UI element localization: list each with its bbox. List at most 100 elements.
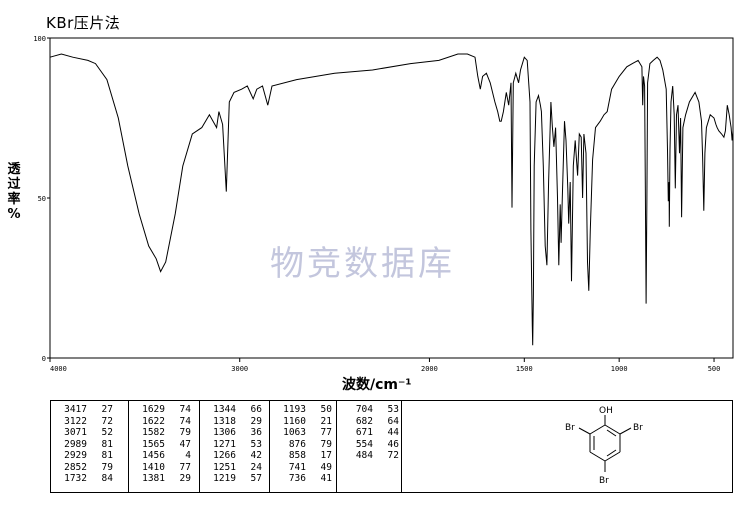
table-row: 1582 79 [129,427,199,439]
transmittance-cell: 79 [101,461,113,473]
x-tick-label: 3000 [231,365,248,373]
y-tick-label: 0 [42,355,46,363]
peak-table: 3417 27 3122 72 3071 52 2989 81 2929 81 2852 79 1732… [50,400,733,493]
transmittance-cell: 49 [320,461,332,473]
br-label-left: Br [565,423,575,433]
peak-column: 1629 74 1622 74 1582 79 1565 47 1456 4 1410 77 1381 2… [129,401,200,492]
transmittance-cell: 36 [250,427,262,438]
table-row: 876 79 [270,439,336,451]
peak-column: 1193 50 1160 21 1063 77 876 79 858 17 741 49 736 41 [270,401,337,492]
table-row: 2852 79 [51,462,128,474]
table-row: 1160 21 [270,416,336,428]
wavenumber-cell: 736 [288,473,306,484]
wavenumber-cell: 2989 [64,438,87,450]
table-row: 3122 72 [51,416,128,428]
transmittance-cell: 29 [250,415,262,427]
wavenumber-cell: 1160 [283,415,306,427]
wavenumber-cell: 484 [355,450,373,461]
wavenumber-cell: 1063 [283,427,306,438]
transmittance-cell: 21 [320,415,332,427]
table-row: 1306 36 [200,427,269,439]
table-row: 1622 74 [129,416,199,428]
transmittance-cell: 81 [101,438,113,450]
transmittance-cell: 77 [179,461,191,473]
peak-column: 704 53 682 64 671 44 554 46 484 72 [337,401,402,492]
br-label-right: Br [633,423,643,433]
table-row: 682 64 [337,416,401,428]
peak-column: 3417 27 3122 72 3071 52 2989 81 2929 81 2852 79 1732… [51,401,129,492]
x-axis-label: 波数/cm⁻¹ [342,377,412,393]
transmittance-cell: 53 [387,404,399,415]
x-tick-label: 4000 [50,365,67,373]
wavenumber-cell: 1629 [142,404,165,415]
transmittance-cell: 29 [179,473,191,484]
y-axis-ticks: 100 50 0 [33,35,50,363]
x-axis-ticks: 4000 3000 2000 1500 1000 500 [49,358,720,373]
transmittance-cell: 53 [250,438,262,450]
transmittance-cell: 27 [101,404,113,415]
wavenumber-cell: 1582 [142,427,165,438]
table-row: 1565 47 [129,439,199,451]
transmittance-cell: 41 [320,473,332,484]
transmittance-cell: 74 [179,415,191,427]
oh-label: OH [599,406,613,416]
transmittance-cell: 17 [320,450,332,461]
benzene-ring [578,415,632,472]
x-tick-label: 1000 [611,365,628,373]
transmittance-cell: 81 [101,450,113,461]
transmittance-cell: 4 [185,450,191,461]
table-row: 3071 52 [51,427,128,439]
transmittance-cell: 66 [250,404,262,415]
peak-column: 1344 66 1318 29 1306 36 1271 53 1266 42 1251 24 1219… [200,401,270,492]
x-tick-label: 2000 [421,365,438,373]
wavenumber-cell: 2929 [64,450,87,461]
transmittance-cell: 50 [320,404,332,415]
transmittance-cell: 57 [250,473,262,484]
table-row: 554 46 [337,439,401,451]
transmittance-cell: 42 [250,450,262,461]
plot-frame [49,37,734,359]
table-row: 741 49 [270,462,336,474]
wavenumber-cell: 682 [355,415,373,427]
transmittance-cell: 79 [179,427,191,438]
table-row: 1629 74 [129,404,199,416]
table-row: 1193 50 [270,404,336,416]
table-row: 1318 29 [200,416,269,428]
transmittance-cell: 74 [179,404,191,415]
wavenumber-cell: 1271 [213,438,236,450]
wavenumber-cell: 1622 [142,415,165,427]
wavenumber-cell: 1193 [283,404,306,415]
y-tick-label: 100 [33,35,46,43]
wavenumber-cell: 741 [288,461,306,473]
y-tick-label: 50 [38,195,46,203]
transmittance-cell: 24 [250,461,262,473]
wavenumber-cell: 2852 [64,461,87,473]
table-row: 2929 81 [51,450,128,462]
spectrum-line [49,53,734,346]
table-row: 1410 77 [129,462,199,474]
chart-title: KBr压片法 [46,14,121,32]
table-row: 1344 66 [200,404,269,416]
wavenumber-cell: 704 [355,404,373,415]
table-row: 3417 27 [51,404,128,416]
table-row: 1381 29 [129,473,199,485]
table-row: 1266 42 [200,450,269,462]
br-label-bottom: Br [599,476,609,486]
wavenumber-cell: 1306 [213,427,236,438]
table-row: 1732 84 [51,473,128,485]
wavenumber-cell: 554 [355,438,373,450]
transmittance-cell: 64 [387,415,399,427]
table-row: 1219 57 [200,473,269,485]
x-tick-label: 1500 [516,365,533,373]
table-row: 1271 53 [200,439,269,451]
wavenumber-cell: 3417 [64,404,87,415]
transmittance-cell: 72 [387,450,399,461]
table-row: 2989 81 [51,439,128,451]
table-row: 736 41 [270,473,336,485]
transmittance-cell: 77 [320,427,332,438]
wavenumber-cell: 876 [288,438,306,450]
table-row: 704 53 [337,404,401,416]
wavenumber-cell: 3122 [64,415,87,427]
wavenumber-cell: 1251 [213,461,236,473]
